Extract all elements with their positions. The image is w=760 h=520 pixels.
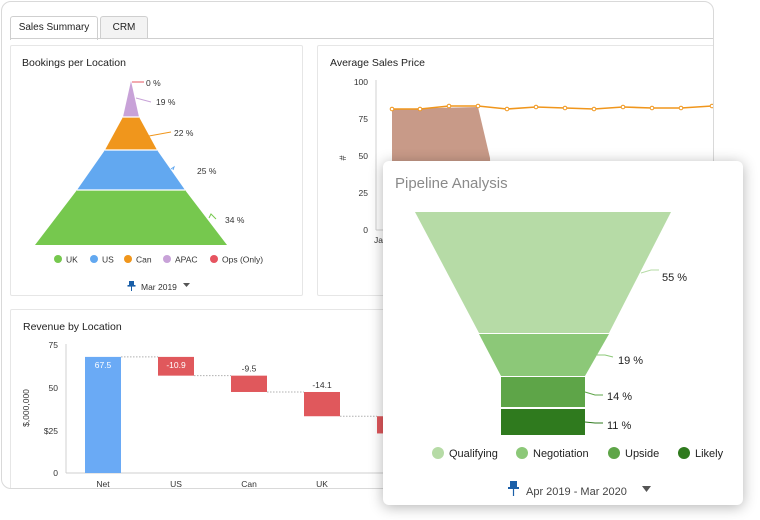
revenue-title: Revenue by Location — [23, 321, 122, 333]
bookings-panel: Bookings per Location 34 % 25 % 22 % 19 … — [10, 45, 303, 296]
waterfall-label-net: 67.5 — [95, 360, 112, 370]
legend-dot-likely — [678, 447, 690, 459]
legend-ops[interactable]: Ops (Only) — [222, 255, 263, 265]
waterfall-label-us: -10.9 — [166, 360, 186, 370]
legend-dot-negotiation — [516, 447, 528, 459]
legend-us[interactable]: US — [102, 255, 114, 265]
pipeline-date-selector[interactable]: Apr 2019 - Mar 2020 — [508, 481, 651, 498]
rev-ytick-50: 50 — [49, 383, 59, 393]
rev-xtick-can: Can — [241, 479, 257, 489]
pin-icon — [127, 281, 136, 291]
asp-ylabel: # — [338, 155, 348, 160]
pipeline-chart: 55 % 19 % 14 % 11 % Qualifying Negotiati… — [415, 212, 724, 498]
pipeline-date: Apr 2019 - Mar 2020 — [526, 486, 627, 498]
pyramid-segment-can[interactable] — [105, 117, 157, 150]
rev-xtick-uk: UK — [316, 479, 328, 489]
legend-likely[interactable]: Likely — [695, 448, 724, 460]
legend-uk[interactable]: UK — [66, 255, 78, 265]
pyramid-segment-us[interactable] — [77, 150, 185, 190]
legend-dot-can — [124, 255, 132, 263]
chevron-down-icon — [642, 486, 651, 492]
asp-xtick-first: Jan — [374, 235, 388, 245]
rev-xtick-us: US — [170, 479, 182, 489]
pin-icon — [508, 481, 519, 496]
tab-divider — [10, 38, 713, 39]
rev-ytick-25: $25 — [44, 426, 58, 436]
asp-ytick-25: 25 — [359, 188, 369, 198]
pyramid-segment-uk[interactable] — [35, 190, 227, 245]
rev-ylabel: $,000,000 — [21, 389, 31, 427]
funnel-label-qualifying: 55 % — [662, 272, 687, 284]
legend-dot-upside — [608, 447, 620, 459]
asp-ytick-75: 75 — [359, 114, 369, 124]
funnel-label-negotiation: 19 % — [618, 355, 643, 367]
legend-upside[interactable]: Upside — [625, 448, 659, 460]
asp-ytick-50: 50 — [359, 151, 369, 161]
waterfall-bar-can[interactable] — [231, 375, 267, 392]
pipeline-title: Pipeline Analysis — [395, 175, 508, 192]
label-can: 22 % — [174, 128, 194, 138]
legend-dot-uk — [54, 255, 62, 263]
label-us: 25 % — [197, 166, 217, 176]
funnel-segment-likely[interactable] — [501, 409, 585, 435]
waterfall-label-can: -9.5 — [242, 364, 257, 374]
bookings-title: Bookings per Location — [22, 57, 126, 69]
rev-ytick-0: 0 — [53, 468, 58, 478]
legend-can[interactable]: Can — [136, 255, 152, 265]
legend-negotiation[interactable]: Negotiation — [533, 448, 589, 460]
waterfall-label-uk: -14.1 — [312, 380, 332, 390]
rev-ytick-75: 75 — [49, 340, 59, 350]
funnel-segment-qualifying[interactable] — [415, 212, 671, 333]
tab-sales-summary[interactable]: Sales Summary — [10, 16, 98, 40]
funnel-label-likely: 11 % — [607, 420, 631, 432]
legend-dot-apac — [163, 255, 171, 263]
bookings-chart: 34 % 25 % 22 % 19 % 0 % UK US Can APAC O… — [35, 78, 263, 292]
label-apac: 19 % — [156, 97, 176, 107]
legend-apac[interactable]: APAC — [175, 255, 198, 265]
legend-dot-ops — [210, 255, 218, 263]
bookings-date-selector[interactable]: Mar 2019 — [127, 281, 191, 292]
tab-crm[interactable]: CRM — [100, 16, 148, 39]
bookings-legend: UK US Can APAC Ops (Only) — [54, 255, 263, 265]
pyramid-segment-apac[interactable] — [123, 81, 139, 117]
asp-ytick-100: 100 — [354, 77, 368, 87]
legend-dot-qualifying — [432, 447, 444, 459]
waterfall-bar-uk[interactable] — [304, 391, 340, 417]
pipeline-legend: Qualifying Negotiation Upside Likely — [432, 447, 724, 460]
funnel-segment-upside[interactable] — [501, 377, 585, 407]
asp-title: Average Sales Price — [330, 57, 425, 69]
asp-line[interactable] — [392, 105, 713, 110]
legend-dot-us — [90, 255, 98, 263]
funnel-segment-negotiation[interactable] — [479, 334, 609, 376]
label-uk: 34 % — [225, 215, 245, 225]
legend-qualifying[interactable]: Qualifying — [449, 448, 498, 460]
waterfall-bar-net[interactable] — [85, 356, 121, 473]
label-ops: 0 % — [146, 78, 161, 88]
chevron-down-icon — [183, 283, 190, 287]
pipeline-card: Pipeline Analysis 55 % 19 % 14 % 11 % Qu… — [383, 161, 743, 505]
rev-xtick-net: Net — [96, 479, 110, 489]
bookings-date: Mar 2019 — [141, 282, 177, 292]
waterfall-bar-us[interactable] — [158, 356, 194, 376]
funnel-label-upside: 14 % — [607, 391, 632, 403]
asp-ytick-0: 0 — [363, 225, 368, 235]
